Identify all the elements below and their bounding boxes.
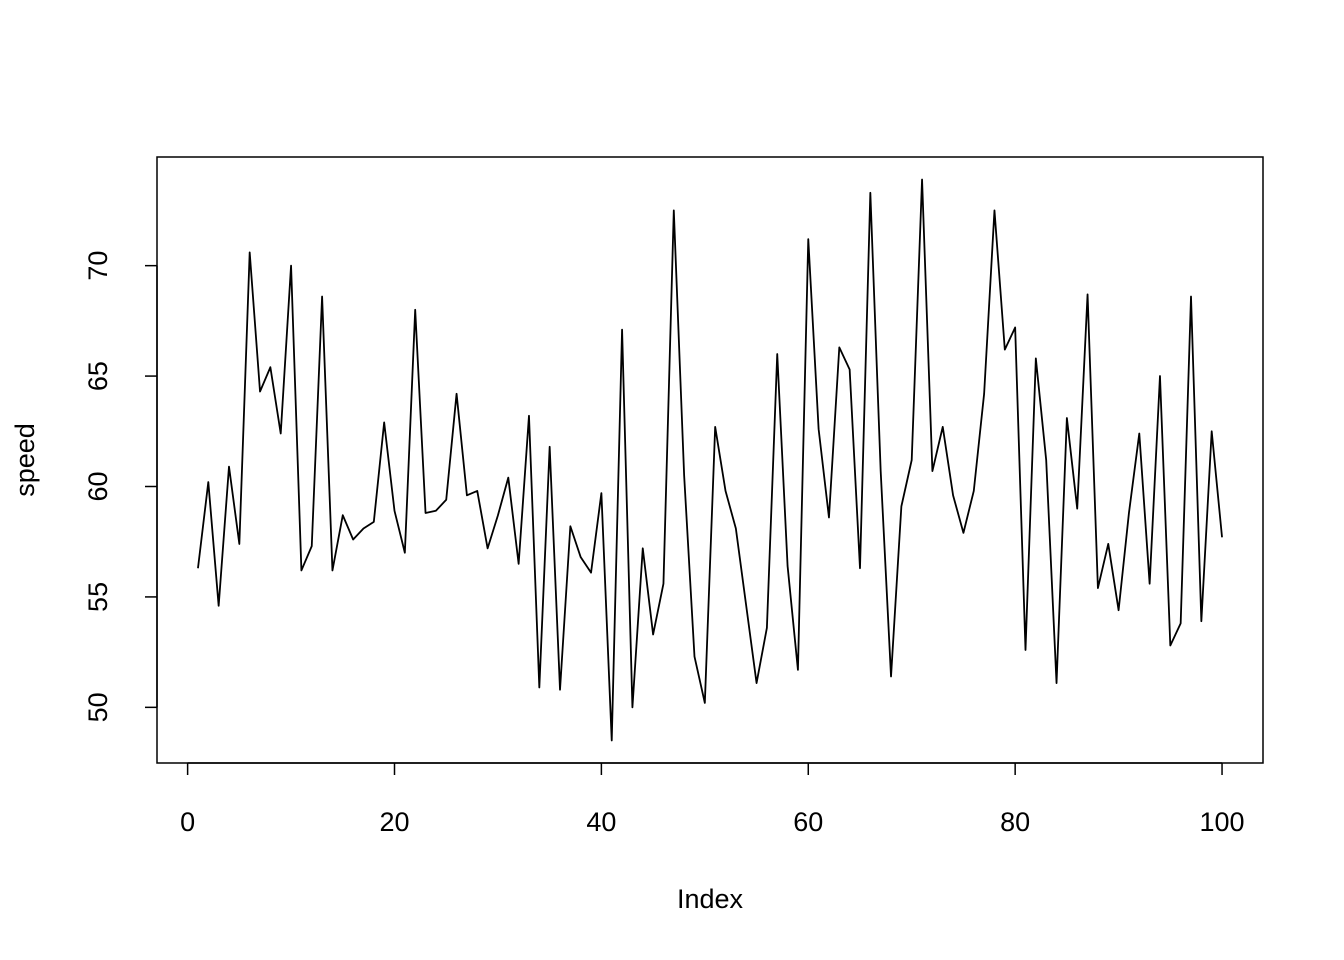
- x-tick-label: 20: [379, 807, 409, 837]
- x-tick-label: 40: [586, 807, 616, 837]
- x-tick-label: 100: [1200, 807, 1245, 837]
- x-axis-label: Index: [677, 884, 744, 914]
- x-tick-label: 60: [793, 807, 823, 837]
- data-line: [197, 178, 1223, 742]
- y-tick-label: 65: [83, 361, 113, 391]
- y-tick-label: 60: [83, 471, 113, 501]
- y-tick-label: 55: [83, 582, 113, 612]
- x-tick-label: 80: [1000, 807, 1030, 837]
- plot-frame: [156, 156, 1264, 764]
- x-tick-label: 0: [180, 807, 195, 837]
- y-axis-label: speed: [10, 423, 40, 497]
- y-tick-label: 50: [83, 692, 113, 722]
- y-tick-label: 70: [83, 251, 113, 281]
